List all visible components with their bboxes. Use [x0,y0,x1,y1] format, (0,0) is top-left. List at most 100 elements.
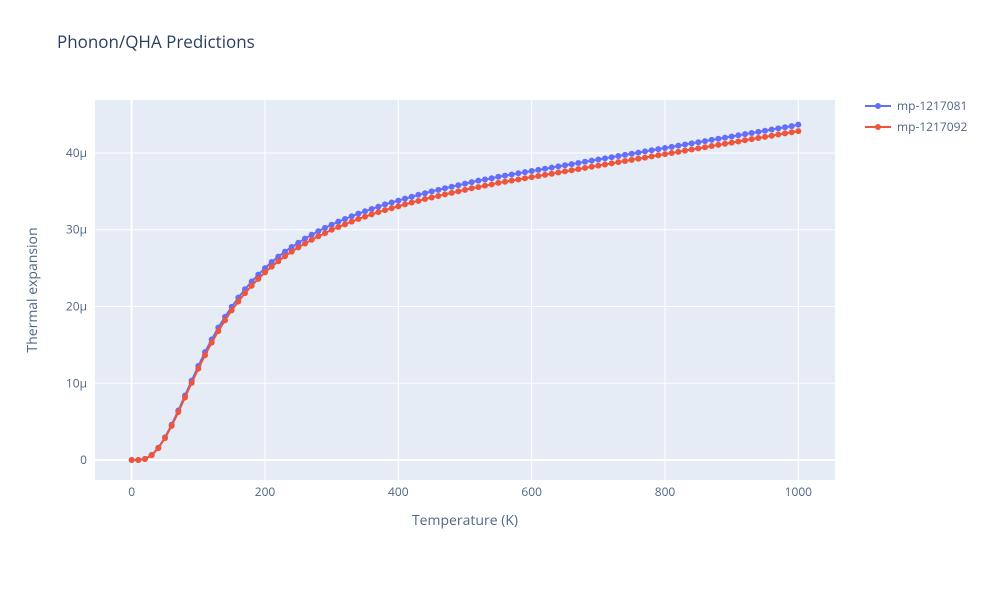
series-marker [409,199,415,205]
series-marker [735,132,741,138]
series-marker [682,148,688,154]
series-marker [335,224,341,230]
series-marker [775,125,781,131]
series-marker [369,206,375,212]
series-marker [755,129,761,135]
series-marker [249,283,255,289]
series-marker [622,152,628,158]
series-marker [575,160,581,166]
series-marker [682,142,688,148]
series-marker [615,153,621,159]
series-marker [589,164,595,170]
series-marker [522,169,528,175]
series-marker [449,184,455,190]
series-marker [735,138,741,144]
series-marker [795,128,801,134]
series-marker [655,152,661,158]
series-marker [535,167,541,173]
series-marker [475,184,481,190]
series-marker [442,185,448,191]
series-marker [435,193,441,199]
series-marker [395,198,401,204]
series-marker [362,208,368,214]
series-marker [402,201,408,207]
series-marker [595,156,601,162]
plot-background [95,100,835,480]
series-marker [715,142,721,148]
series-marker [289,249,295,255]
series-marker [555,170,561,176]
series-marker [462,187,468,193]
series-marker [135,457,141,463]
series-marker [335,219,341,225]
series-marker [275,258,281,264]
series-marker [529,168,535,174]
series-marker [629,157,635,163]
series-marker [655,146,661,152]
series-marker [642,148,648,154]
series-marker [422,196,428,202]
series-marker [362,214,368,220]
series-marker [635,150,641,156]
series-marker [629,151,635,157]
series-marker [429,188,435,194]
series-marker [342,216,348,222]
series-marker [349,219,355,225]
series-marker [769,133,775,139]
x-tick-label: 200 [255,483,276,500]
series-marker [262,269,268,275]
series-marker [535,173,541,179]
series-marker [755,135,761,141]
series-marker [542,172,548,178]
series-marker [562,162,568,168]
chart-svg: 02004006008001000010μ20μ30μ40μTemperatur… [0,0,1000,600]
series-marker [215,328,221,334]
series-marker [749,130,755,136]
series-marker [742,137,748,143]
series-marker [675,143,681,149]
series-marker [229,307,235,313]
series-marker [195,366,201,372]
series-marker [569,161,575,167]
series-marker [662,151,668,157]
series-marker [189,380,195,386]
legend-swatch-marker[interactable] [875,124,881,130]
series-marker [602,161,608,167]
series-marker [669,144,675,150]
series-marker [382,201,388,207]
y-tick-label: 20μ [66,298,87,315]
y-tick-label: 30μ [66,221,87,238]
series-marker [455,182,461,188]
series-marker [649,147,655,153]
series-marker [549,171,555,177]
series-marker [742,131,748,137]
series-marker [602,155,608,161]
series-marker [129,457,135,463]
series-marker [762,134,768,140]
series-marker [242,290,248,296]
series-marker [522,175,528,181]
series-marker [389,205,395,211]
series-marker [155,445,161,451]
legend-label[interactable]: mp-1217092 [897,118,967,135]
legend-swatch-marker[interactable] [875,103,881,109]
series-marker [322,225,328,231]
series-marker [295,244,301,250]
series-marker [489,175,495,181]
series-marker [569,167,575,173]
series-marker [442,191,448,197]
series-marker [769,127,775,133]
series-marker [502,173,508,179]
series-marker [775,132,781,138]
series-marker [662,145,668,151]
series-marker [355,216,361,222]
y-tick-label: 40μ [66,144,87,161]
legend-label[interactable]: mp-1217081 [897,97,967,114]
series-marker [175,409,181,415]
series-marker [575,166,581,172]
series-marker [402,196,408,202]
series-marker [582,165,588,171]
series-marker [595,163,601,169]
series-marker [702,144,708,150]
series-marker [302,241,308,247]
